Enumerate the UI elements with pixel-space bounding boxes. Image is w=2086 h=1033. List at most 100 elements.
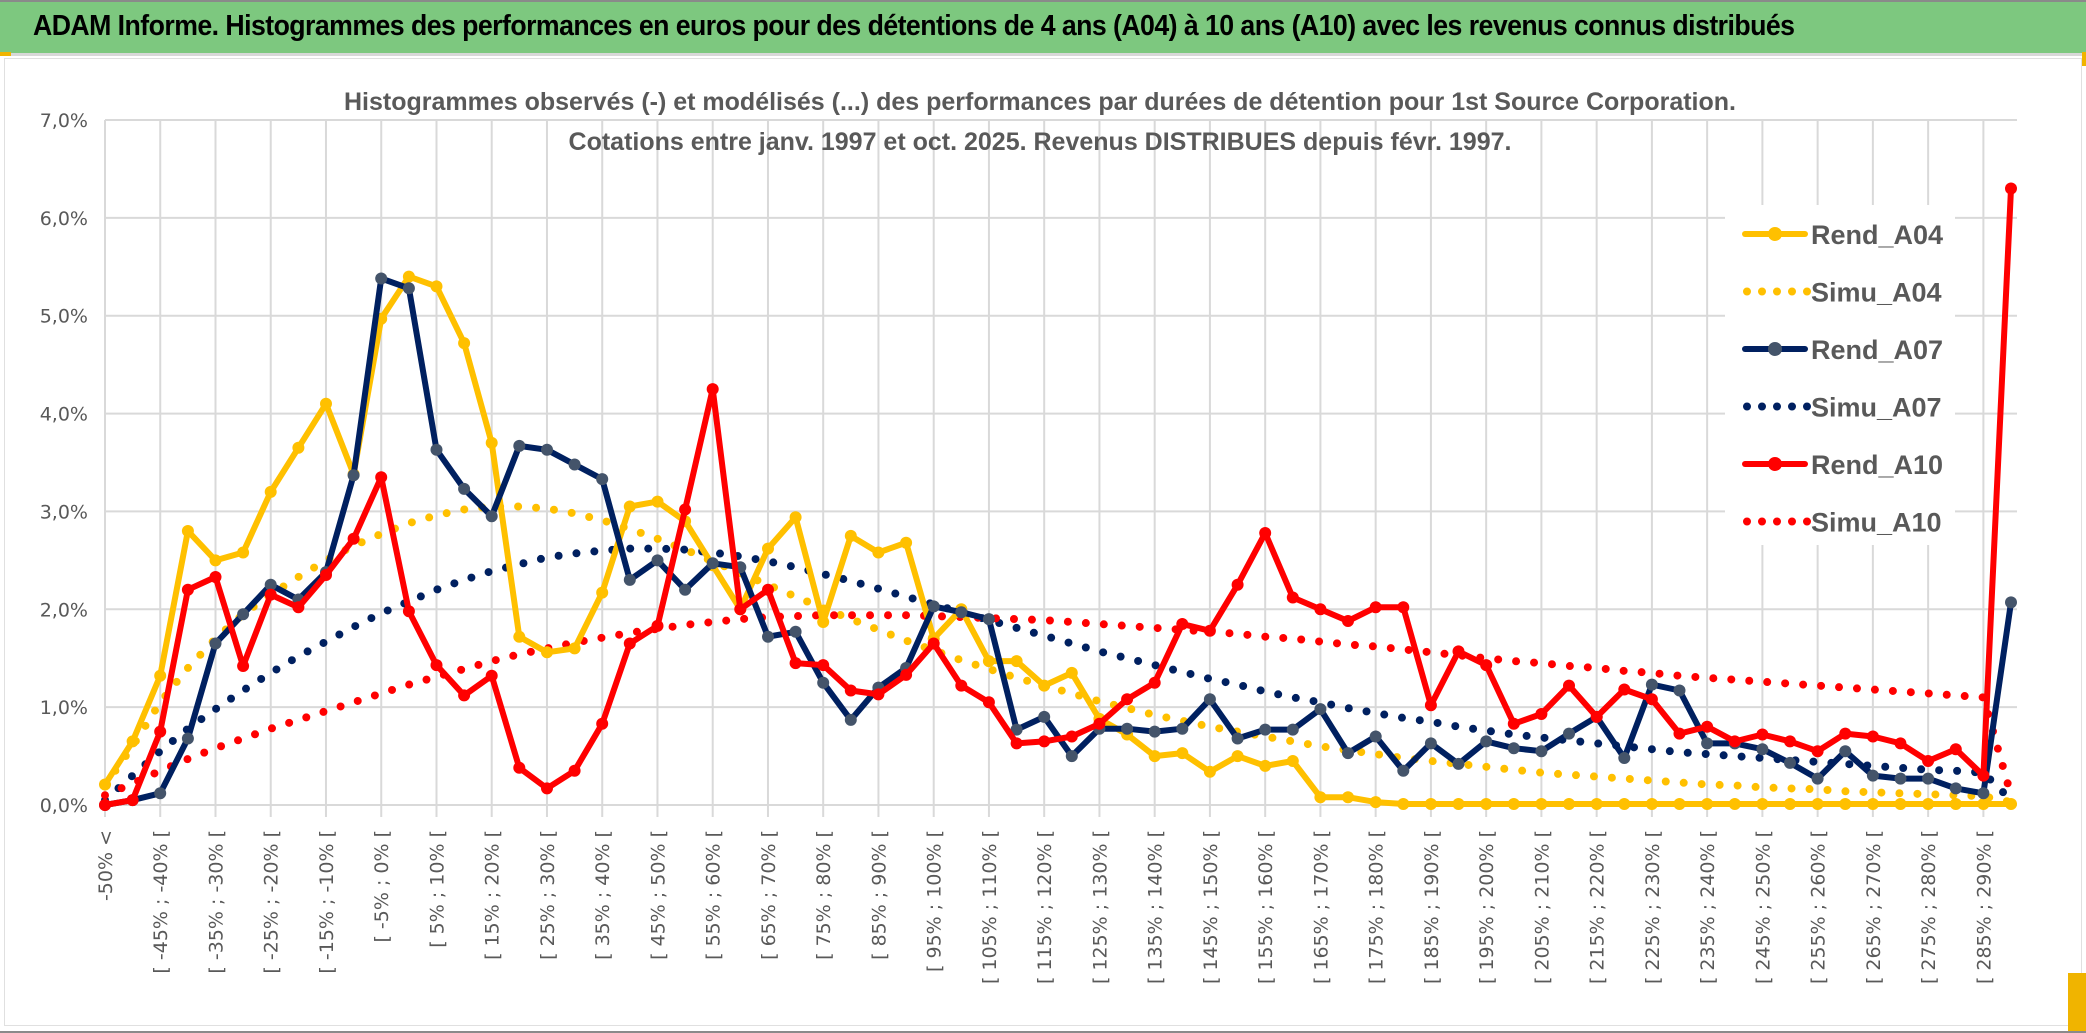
data-point xyxy=(679,583,692,596)
x-tick-label: [ -15% ; -10% [ xyxy=(316,830,338,974)
title-bar: ADAM Informe. Histogrammes des performan… xyxy=(0,2,2086,56)
x-tick-label: [ 125% ; 130% [ xyxy=(1089,830,1111,984)
data-point xyxy=(1424,699,1437,712)
legend-label: Simu_A04 xyxy=(1811,278,1942,308)
data-point xyxy=(1563,727,1575,740)
series-line xyxy=(104,188,2014,808)
legend-item: Rend_A10 xyxy=(1742,450,1943,480)
data-point xyxy=(651,495,664,508)
data-point xyxy=(1922,755,1935,767)
data-point xyxy=(154,725,167,738)
legend-label: Simu_A10 xyxy=(1811,508,1942,538)
data-point xyxy=(320,569,332,581)
window-frame-bottom xyxy=(0,1031,2086,1033)
data-point xyxy=(1424,798,1437,810)
data-point xyxy=(2005,596,2017,609)
legend-label: Simu_A07 xyxy=(1811,393,1942,423)
data-point xyxy=(513,761,526,774)
x-tick-label: [ -25% ; -20% [ xyxy=(261,830,283,974)
data-point xyxy=(1093,717,1106,730)
data-point xyxy=(402,282,415,295)
series-line xyxy=(101,611,2015,800)
data-point xyxy=(596,586,609,599)
data-point xyxy=(844,713,857,726)
data-point xyxy=(181,525,194,537)
x-tick-label: [ 95% ; 100% [ xyxy=(924,830,946,972)
data-point xyxy=(1618,683,1631,696)
x-tick-label: [ 85% ; 90% [ xyxy=(868,830,890,960)
data-point xyxy=(402,270,415,283)
series-simu-a04 xyxy=(101,502,2015,807)
x-tick-label: [ 205% ; 210% [ xyxy=(1531,830,1553,984)
data-point xyxy=(99,799,111,811)
data-point xyxy=(872,546,885,559)
data-point xyxy=(2005,182,2017,195)
data-point xyxy=(1618,752,1631,764)
data-point xyxy=(209,554,222,567)
y-tick-label: 5,0% xyxy=(40,306,88,328)
data-point xyxy=(264,588,277,601)
data-point xyxy=(1673,798,1686,810)
data-point xyxy=(1922,798,1935,810)
data-point xyxy=(900,536,913,549)
data-point xyxy=(1866,730,1879,743)
data-point xyxy=(817,616,830,628)
data-point xyxy=(1866,769,1879,782)
legend-item: Rend_A04 xyxy=(1742,220,1943,250)
data-point xyxy=(1590,710,1603,723)
data-point xyxy=(1922,772,1935,785)
data-point xyxy=(292,441,305,454)
data-point xyxy=(99,778,111,791)
data-point xyxy=(237,660,250,672)
data-point xyxy=(1839,727,1852,740)
data-point xyxy=(1894,798,1907,810)
y-tick-label: 0,0% xyxy=(40,795,88,817)
x-tick-label: [ 285% ; 290% [ xyxy=(1973,830,1995,984)
data-point xyxy=(1563,798,1575,810)
data-point xyxy=(1507,717,1520,730)
data-point xyxy=(1259,527,1272,539)
data-point xyxy=(955,606,968,619)
data-point xyxy=(1894,772,1907,785)
data-point xyxy=(1811,745,1824,758)
data-point xyxy=(1784,798,1796,810)
x-tick-label: [ -45% ; -40% [ xyxy=(150,830,172,974)
y-tick-label: 2,0% xyxy=(40,599,88,621)
x-tick-label: [ 215% ; 220% [ xyxy=(1587,830,1609,984)
data-point xyxy=(734,603,747,616)
data-point xyxy=(1728,798,1741,810)
data-point xyxy=(927,637,940,650)
legend-marker xyxy=(1768,457,1782,471)
series-simu-a10 xyxy=(101,611,2015,800)
data-point xyxy=(1369,601,1382,614)
series-line xyxy=(101,544,2015,805)
data-point xyxy=(485,510,498,523)
data-point xyxy=(541,443,553,456)
data-point xyxy=(1977,787,1990,800)
data-point xyxy=(955,679,968,692)
data-point xyxy=(430,443,443,456)
data-point xyxy=(1507,742,1520,755)
data-point xyxy=(154,669,167,682)
data-point xyxy=(1176,722,1189,735)
data-point xyxy=(1342,747,1354,760)
data-point xyxy=(1397,764,1410,777)
data-point xyxy=(1894,737,1907,750)
data-point xyxy=(1286,755,1299,767)
data-point xyxy=(320,397,332,410)
legend-label: Rend_A04 xyxy=(1811,220,1943,250)
x-tick-label: [ -35% ; -30% [ xyxy=(205,830,227,974)
data-point xyxy=(844,529,857,542)
data-point xyxy=(1286,591,1299,604)
data-point xyxy=(789,657,802,670)
series-line xyxy=(101,502,2015,807)
data-point xyxy=(1452,798,1465,810)
data-point xyxy=(817,659,830,672)
data-point xyxy=(1507,798,1520,810)
data-point xyxy=(982,655,995,668)
data-point xyxy=(1977,769,1990,782)
y-tick-label: 7,0% xyxy=(40,110,88,132)
data-point xyxy=(1452,645,1465,658)
data-point xyxy=(402,605,415,618)
legend-label: Rend_A07 xyxy=(1811,335,1943,365)
